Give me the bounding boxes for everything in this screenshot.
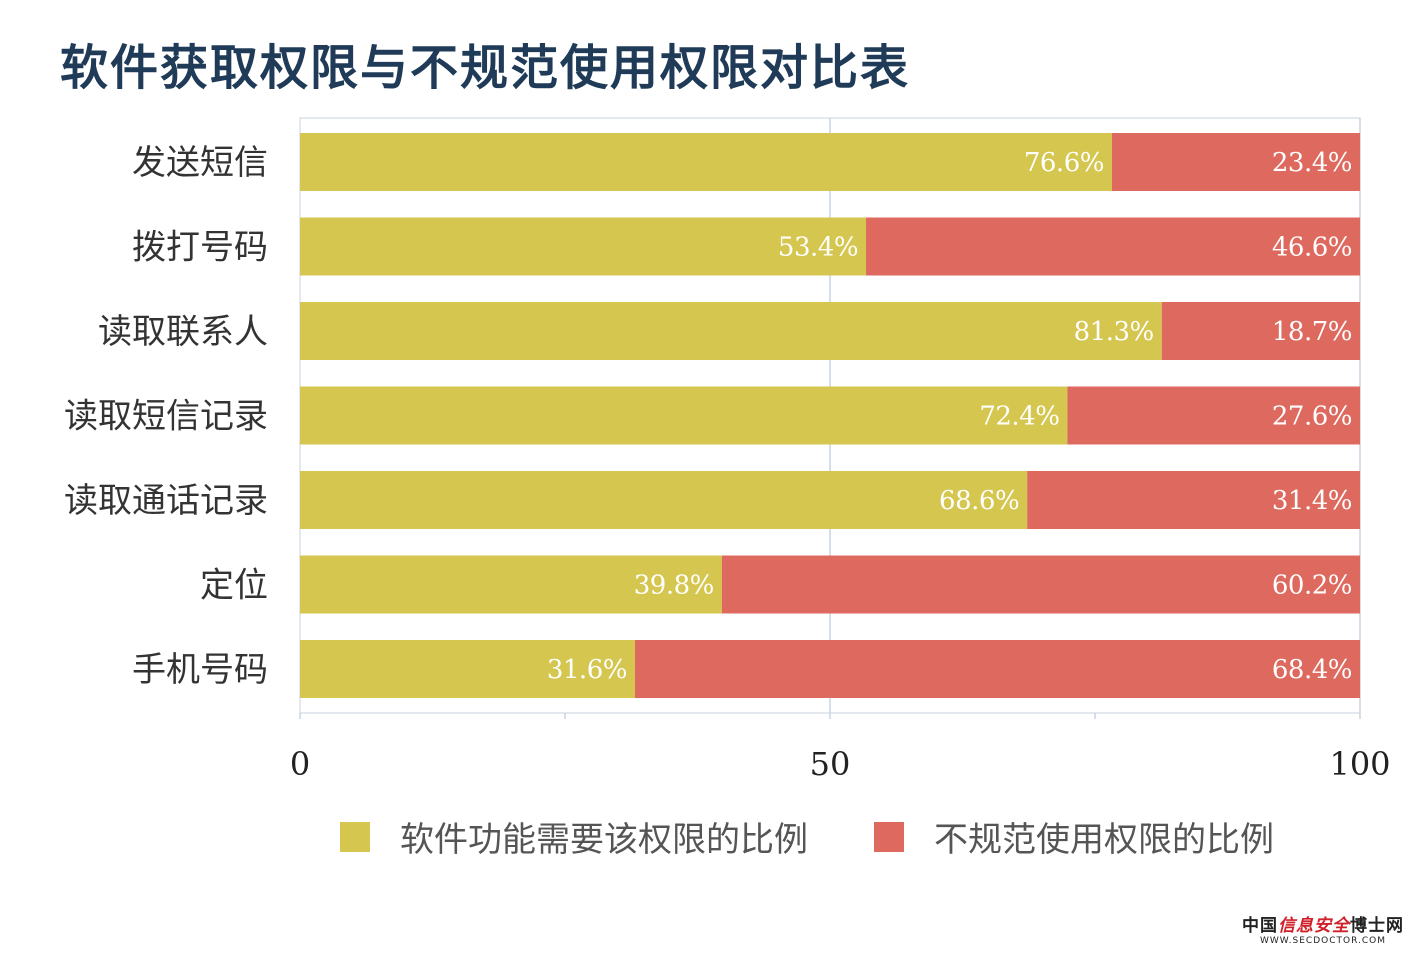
legend-label-misuse: 不规范使用权限的比例 [934, 820, 1274, 860]
data-label-required: 72.4% [979, 402, 1059, 432]
bar-misuse [1111, 133, 1360, 191]
category-label: 读取联系人 [98, 312, 268, 352]
data-label-misuse: 68.4% [1272, 655, 1352, 685]
bar-misuse [1067, 386, 1360, 445]
legend-swatch-misuse [874, 821, 904, 852]
bar-required [300, 386, 1068, 445]
legend-item-required: 软件功能需要该权限的比例 [340, 812, 808, 861]
data-label-required: 68.6% [939, 486, 1019, 516]
bar-required [300, 640, 635, 698]
watermark-url: WWW.SECDOCTOR.COM [1259, 936, 1386, 946]
watermark-text-red: 信息安全 [1278, 916, 1350, 936]
data-label-required: 76.6% [1024, 148, 1104, 178]
category-label: 发送短信 [132, 143, 268, 183]
x-tick-label: 50 [810, 745, 851, 783]
chart-legend: 软件功能需要该权限的比例 不规范使用权限的比例 [340, 812, 1340, 861]
legend-item-misuse: 不规范使用权限的比例 [874, 812, 1274, 861]
x-tick-label: 100 [1329, 745, 1390, 783]
x-tick-label: 0 [290, 745, 310, 783]
bar-required [300, 471, 1028, 529]
bar-misuse [866, 217, 1360, 276]
data-label-misuse: 31.4% [1272, 486, 1352, 516]
chart-title: 软件获取权限与不规范使用权限对比表 [60, 40, 911, 96]
watermark-text-2: 博士网 [1350, 916, 1404, 936]
data-label-required: 31.6% [547, 655, 627, 685]
bar-misuse [634, 640, 1360, 698]
watermark-text-1: 中国 [1242, 916, 1278, 936]
data-label-misuse: 27.6% [1272, 402, 1352, 432]
data-label-required: 81.3% [1074, 317, 1154, 347]
data-label-required: 39.8% [634, 571, 714, 601]
category-label: 读取通话记录 [64, 481, 268, 521]
bar-required [300, 302, 1162, 360]
bar-misuse [721, 555, 1360, 614]
category-label: 手机号码 [132, 650, 268, 690]
legend-swatch-required [340, 821, 370, 852]
bar-misuse [1161, 302, 1360, 360]
watermark-logo: 中国信息安全博士网 WWW.SECDOCTOR.COM [1242, 911, 1404, 946]
data-label-misuse: 18.7% [1272, 317, 1352, 347]
category-label: 读取短信记录 [64, 397, 268, 437]
legend-label-required: 软件功能需要该权限的比例 [400, 820, 808, 860]
data-label-required: 53.4% [778, 233, 858, 263]
data-label-misuse: 46.6% [1272, 233, 1352, 263]
data-label-misuse: 60.2% [1272, 571, 1352, 601]
bar-required [300, 555, 722, 614]
bar-required [300, 217, 867, 276]
category-label: 拨打号码 [132, 228, 268, 268]
bar-required [300, 133, 1112, 191]
category-label: 定位 [200, 566, 268, 606]
data-label-misuse: 23.4% [1272, 148, 1352, 178]
bar-misuse [1027, 471, 1360, 529]
